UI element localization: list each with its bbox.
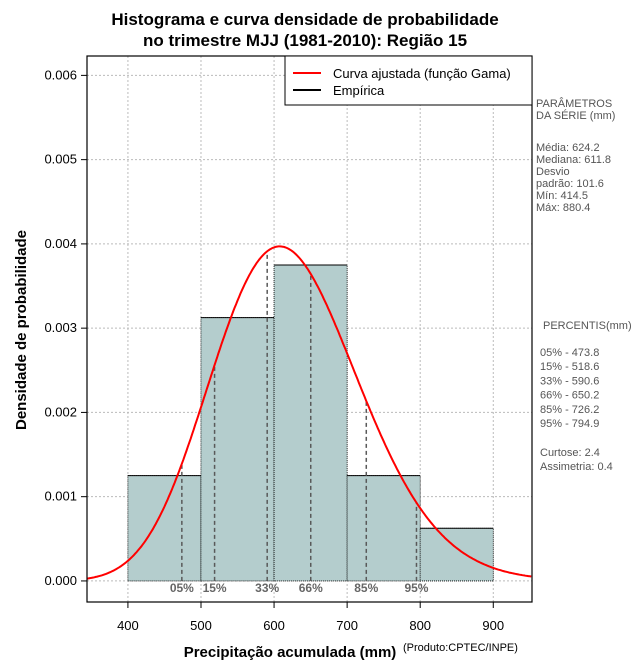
y-tick-label: 0.000	[44, 573, 77, 588]
legend-box	[284, 55, 533, 106]
side-panel-text: DA SÉRIE (mm)	[536, 109, 615, 122]
legend-label: Curva ajustada (função Gama)	[333, 66, 511, 81]
histogram-bar	[200, 317, 275, 582]
side-panel-text: 05% - 473.8	[540, 347, 599, 359]
y-tick-label: 0.005	[44, 152, 77, 167]
histogram-bar	[346, 475, 421, 582]
x-tick-label: 800	[409, 618, 431, 633]
side-panel-text: 33% - 590.6	[540, 375, 599, 387]
side-panel-text: 66% - 650.2	[540, 390, 599, 402]
side-panel-text: Máx: 880.4	[536, 202, 590, 214]
x-axis-label: Precipitação acumulada (mm)	[184, 644, 397, 660]
y-tick-label: 0.006	[44, 67, 77, 82]
percentile-label: 15%	[203, 581, 227, 595]
percentile-label: 33%	[255, 581, 279, 595]
side-panel-text: Mediana: 611.8	[536, 154, 611, 166]
chart-title: Histograma e curva densidade de probabil…	[111, 10, 498, 29]
side-panel-text: Assimetria: 0.4	[540, 461, 613, 473]
x-tick-label: 500	[190, 618, 212, 633]
histogram-bar	[127, 475, 202, 582]
side-panel-text: 85% - 726.2	[540, 404, 599, 416]
side-panel-text: 95% - 794.9	[540, 418, 599, 430]
y-tick-label: 0.004	[44, 236, 77, 251]
side-panel-text: PERCENTIS(mm)	[543, 320, 632, 332]
gamma-curve	[86, 245, 532, 580]
percentile-label: 95%	[404, 581, 428, 595]
percentile-label: 85%	[354, 581, 378, 595]
chart-title: no trimestre MJJ (1981-2010): Região 15	[143, 31, 467, 50]
percentile-label: 05%	[170, 581, 194, 595]
y-tick-label: 0.002	[44, 404, 77, 419]
x-tick-label: 400	[117, 618, 139, 633]
y-tick-label: 0.003	[44, 320, 77, 335]
x-tick-label: 600	[263, 618, 285, 633]
histogram-bar	[419, 527, 494, 582]
percentile-label: 66%	[299, 581, 323, 595]
side-panel-text: 15% - 518.6	[540, 361, 599, 373]
side-panel-text: Curtose: 2.4	[540, 447, 600, 459]
x-tick-label: 700	[336, 618, 358, 633]
y-tick-label: 0.001	[44, 489, 77, 504]
x-axis-credit: (Produto:CPTEC/INPE)	[403, 642, 518, 654]
side-panel-text: padrão: 101.6	[536, 178, 604, 190]
legend-label: Empírica	[333, 83, 385, 98]
side-panel-text: PARÂMETROS	[536, 97, 612, 110]
side-panel-text: Desvio	[536, 166, 570, 178]
side-panel-text: Média: 624.2	[536, 142, 600, 154]
y-axis-label: Densidade de probabilidade	[13, 230, 30, 430]
side-panel-text: Mín: 414.5	[536, 190, 588, 202]
x-tick-label: 900	[482, 618, 504, 633]
